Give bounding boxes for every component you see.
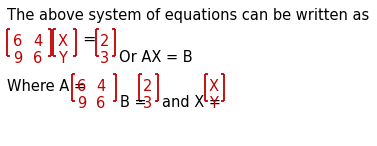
Text: =: = (82, 32, 95, 47)
Text: 3: 3 (143, 96, 152, 111)
Text: 4: 4 (33, 34, 42, 49)
Text: 6: 6 (96, 96, 105, 111)
Text: 6: 6 (33, 51, 42, 66)
Text: 4: 4 (96, 79, 105, 94)
Text: Y: Y (209, 96, 218, 111)
Text: X: X (58, 34, 68, 49)
Text: 9: 9 (13, 51, 22, 66)
Text: and X =: and X = (162, 95, 221, 110)
Text: Y: Y (58, 51, 67, 66)
Text: The above system of equations can be written as: The above system of equations can be wri… (7, 8, 369, 23)
Text: Where A =: Where A = (7, 79, 86, 94)
Text: X: X (209, 79, 219, 94)
Text: 9: 9 (77, 96, 86, 111)
Text: 3: 3 (100, 51, 109, 66)
Text: 6: 6 (13, 34, 22, 49)
Text: B =: B = (120, 95, 147, 110)
Text: 2: 2 (143, 79, 152, 94)
Text: 6: 6 (77, 79, 86, 94)
Text: Or AX = B: Or AX = B (119, 50, 193, 65)
Text: 2: 2 (100, 34, 109, 49)
